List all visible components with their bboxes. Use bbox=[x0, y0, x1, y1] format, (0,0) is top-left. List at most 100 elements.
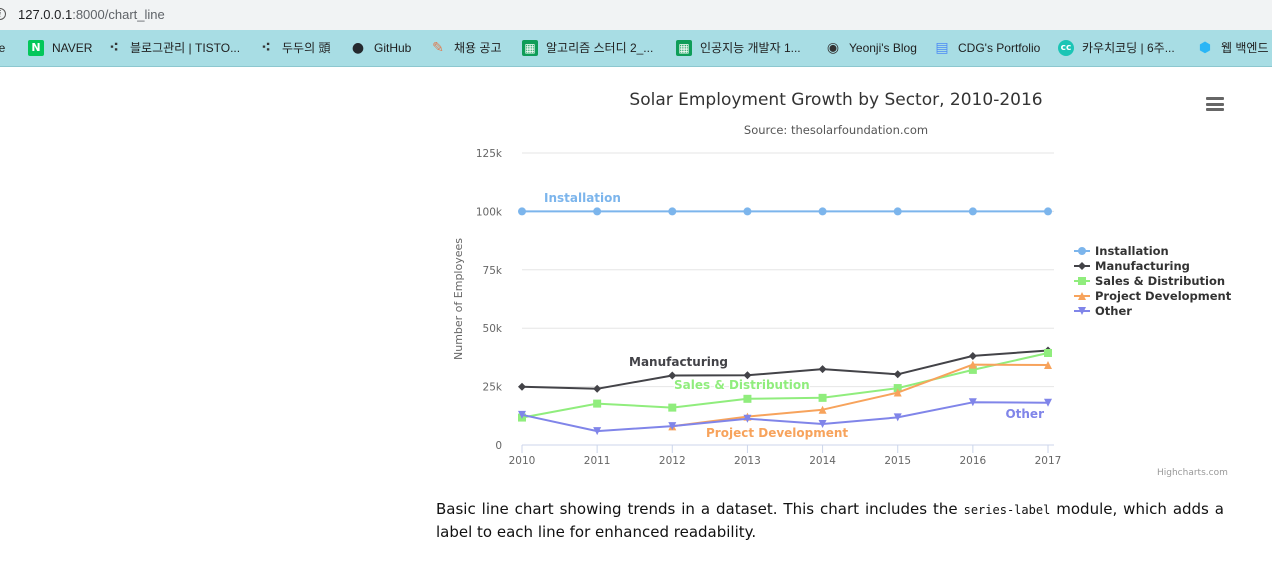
data-point bbox=[818, 207, 827, 216]
x-tick-label: 2013 bbox=[734, 455, 761, 467]
x-tick-label: 2015 bbox=[884, 455, 911, 467]
site-info-icon[interactable]: i bbox=[0, 8, 6, 20]
github-icon: ● bbox=[351, 40, 365, 56]
legend-marker bbox=[1078, 307, 1086, 315]
data-point bbox=[593, 399, 602, 408]
url-path: :8000/chart_line bbox=[72, 7, 165, 22]
data-point bbox=[1044, 398, 1052, 407]
legend-item[interactable]: Other bbox=[1095, 304, 1132, 318]
x-tick-label: 2012 bbox=[659, 455, 686, 467]
series-label: Project Development bbox=[706, 426, 848, 440]
bookmark-item[interactable]: CDG's Portfolio bbox=[958, 41, 1041, 55]
address-bar[interactable]: i 127.0.0.1:8000/chart_line bbox=[0, 0, 1272, 31]
data-point bbox=[893, 388, 902, 397]
data-point bbox=[968, 365, 977, 374]
chart-description: Basic line chart showing trends in a dat… bbox=[436, 498, 1224, 543]
data-point bbox=[743, 394, 752, 403]
series-line bbox=[672, 363, 1049, 428]
legend-item[interactable]: Project Development bbox=[1095, 289, 1232, 303]
legend-marker bbox=[1078, 247, 1086, 255]
data-point bbox=[593, 427, 602, 436]
bookmark-item[interactable]: 채용 공고 bbox=[454, 41, 502, 55]
data-point bbox=[968, 360, 977, 369]
line-chart: Solar Employment Growth by Sector, 2010-… bbox=[452, 90, 1232, 467]
data-point bbox=[893, 370, 902, 379]
bookmark-item[interactable]: be bbox=[0, 39, 5, 57]
bookmark-item[interactable]: NAVER bbox=[52, 41, 93, 55]
data-point bbox=[1044, 348, 1052, 357]
docs-icon: ▤ bbox=[935, 40, 949, 56]
data-point bbox=[668, 403, 677, 412]
chart-menu-icon[interactable] bbox=[1206, 97, 1224, 111]
bookmark-item[interactable]: 두두의 頭 bbox=[282, 41, 331, 55]
series-label: Manufacturing bbox=[629, 355, 728, 369]
bookmark-item[interactable]: 카우치코딩 | 6주... bbox=[1082, 41, 1175, 55]
y-tick-label: 75k bbox=[483, 265, 503, 277]
chart-credits[interactable]: Highcharts.com bbox=[1157, 468, 1228, 478]
data-point bbox=[968, 207, 977, 216]
y-axis-title: Number of Employees bbox=[452, 238, 465, 360]
bookmark-item[interactable]: 웹 백엔드 bbox=[1221, 41, 1269, 55]
bookmarks-bar: be N NAVER ⁖ 블로그관리 | TISTO... ⁖ 두두의 頭 ● GitHub ✎ 채… bbox=[0, 30, 1272, 67]
data-point bbox=[893, 384, 902, 393]
data-point bbox=[1044, 207, 1052, 216]
data-point bbox=[893, 413, 902, 422]
data-point bbox=[668, 207, 677, 216]
description-text-2: module, which adds a label to each line … bbox=[436, 500, 1224, 541]
bookmark-item[interactable]: 블로그관리 | TISTO... bbox=[130, 41, 241, 55]
x-tick-label: 2010 bbox=[509, 455, 536, 467]
bookmark-item[interactable]: 알고리즘 스터디 2_... bbox=[546, 41, 654, 55]
data-point bbox=[593, 207, 602, 216]
y-tick-label: 50k bbox=[483, 323, 503, 335]
pencil-icon: ✎ bbox=[432, 40, 444, 56]
series-line bbox=[521, 401, 1049, 433]
series-line bbox=[521, 349, 1049, 390]
sheets-icon: ▦ bbox=[676, 40, 692, 56]
y-tick-label: 0 bbox=[495, 440, 502, 452]
data-point bbox=[818, 393, 827, 402]
series-label: Sales & Distribution bbox=[674, 378, 810, 392]
tistory-icon: ⁖ bbox=[261, 40, 271, 56]
data-point bbox=[818, 365, 827, 374]
series-line bbox=[521, 352, 1049, 419]
data-point bbox=[893, 207, 902, 216]
description-text-1: Basic line chart showing trends in a dat… bbox=[436, 500, 964, 518]
data-point bbox=[668, 371, 677, 380]
data-point bbox=[743, 371, 752, 380]
legend-marker bbox=[1078, 262, 1086, 270]
data-point bbox=[743, 414, 752, 423]
series-label: Other bbox=[1005, 407, 1044, 421]
y-tick-label: 125k bbox=[476, 148, 503, 160]
data-point bbox=[818, 405, 827, 414]
series-label: Installation bbox=[544, 191, 621, 205]
data-point bbox=[1044, 361, 1052, 370]
globe-icon: ◉ bbox=[826, 40, 840, 56]
y-tick-label: 100k bbox=[476, 206, 503, 218]
sheets-icon: ▦ bbox=[522, 40, 538, 56]
naver-icon: N bbox=[28, 40, 44, 56]
url-host: 127.0.0.1 bbox=[18, 7, 73, 22]
bookmark-item[interactable]: GitHub bbox=[374, 41, 412, 55]
data-point bbox=[968, 351, 977, 360]
bookmark-item[interactable]: 인공지능 개발자 1... bbox=[700, 41, 801, 55]
hex-icon: ⬢ bbox=[1198, 40, 1212, 56]
x-tick-label: 2016 bbox=[959, 455, 986, 467]
data-point bbox=[518, 382, 526, 391]
description-code: series-label bbox=[963, 503, 1051, 517]
data-point bbox=[518, 207, 526, 216]
data-point bbox=[818, 420, 827, 429]
data-point bbox=[668, 422, 677, 431]
data-point bbox=[968, 398, 977, 407]
legend-item[interactable]: Installation bbox=[1095, 244, 1169, 258]
legend-item[interactable]: Manufacturing bbox=[1095, 259, 1190, 273]
bookmark-item[interactable]: Yeonji's Blog bbox=[849, 41, 917, 55]
y-tick-label: 25k bbox=[483, 382, 503, 394]
data-point bbox=[518, 410, 526, 419]
data-point bbox=[593, 384, 602, 393]
url-text[interactable]: 127.0.0.1:8000/chart_line bbox=[18, 7, 165, 22]
legend-item[interactable]: Sales & Distribution bbox=[1095, 274, 1225, 288]
legend-marker bbox=[1078, 292, 1086, 300]
x-tick-label: 2017 bbox=[1035, 455, 1062, 467]
legend-marker bbox=[1078, 277, 1086, 285]
x-tick-label: 2014 bbox=[809, 455, 836, 467]
